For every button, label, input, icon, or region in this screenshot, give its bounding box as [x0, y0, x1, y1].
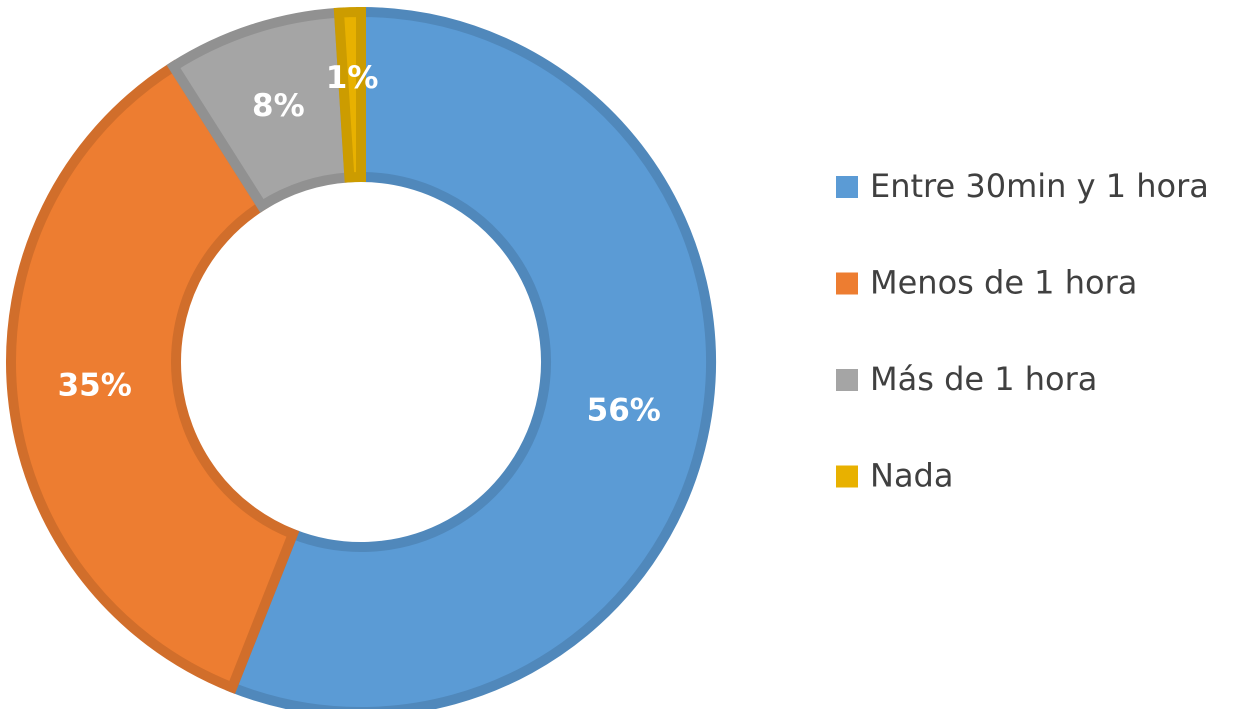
legend-swatch: [836, 465, 858, 488]
data-label: 56%: [587, 393, 661, 429]
legend-label: Más de 1 hora: [870, 360, 1097, 398]
data-label: 35%: [58, 368, 132, 404]
legend-label: Menos de 1 hora: [870, 264, 1137, 302]
legend-label: Entre 30min y 1 hora: [870, 167, 1209, 205]
data-label: 8%: [252, 88, 305, 124]
donut-segment: [6, 59, 300, 694]
legend-label: Nada: [870, 457, 953, 495]
data-label: 1%: [326, 60, 379, 96]
legend-swatch: [836, 272, 858, 295]
legend-swatch: [836, 369, 858, 391]
donut-segment: [333, 6, 366, 183]
legend-swatch: [836, 176, 858, 198]
